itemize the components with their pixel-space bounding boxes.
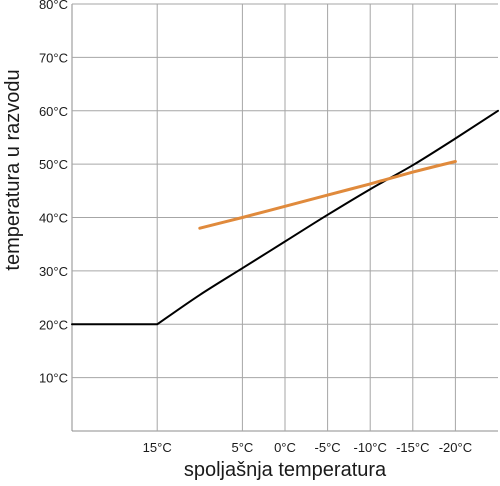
x-tick-label: -15°C <box>396 440 429 455</box>
y-tick-label: 50°C <box>39 157 68 172</box>
series-line-1 <box>71 109 499 326</box>
x-tick-label: 0°C <box>274 440 296 455</box>
x-tick-label: -10°C <box>354 440 387 455</box>
x-tick-label: -20°C <box>439 440 472 455</box>
y-tick-label: 10°C <box>39 371 68 386</box>
y-tick-label: 60°C <box>39 104 68 119</box>
y-tick-label: 20°C <box>39 317 68 332</box>
x-tick-label: -5°C <box>315 440 341 455</box>
series-lines <box>71 109 499 326</box>
series-line-2 <box>198 160 457 230</box>
x-tick-label: 5°C <box>231 440 253 455</box>
y-tick-label: 70°C <box>39 50 68 65</box>
y-axis-title: temperatura u razvodu <box>2 69 24 270</box>
x-axis-title: spoljašnja temperatura <box>184 459 387 481</box>
x-tick-label: 15°C <box>143 440 172 455</box>
y-axis-ticks: 10°C 20°C 30°C 40°C 50°C 60°C 70°C 80°C <box>39 0 68 386</box>
y-tick-label: 30°C <box>39 264 68 279</box>
x-axis-ticks: 15°C 5°C 0°C -5°C -10°C -15°C -20°C <box>143 440 472 455</box>
y-tick-label: 40°C <box>39 211 68 226</box>
y-tick-label: 80°C <box>39 0 68 12</box>
grid <box>71 3 498 432</box>
